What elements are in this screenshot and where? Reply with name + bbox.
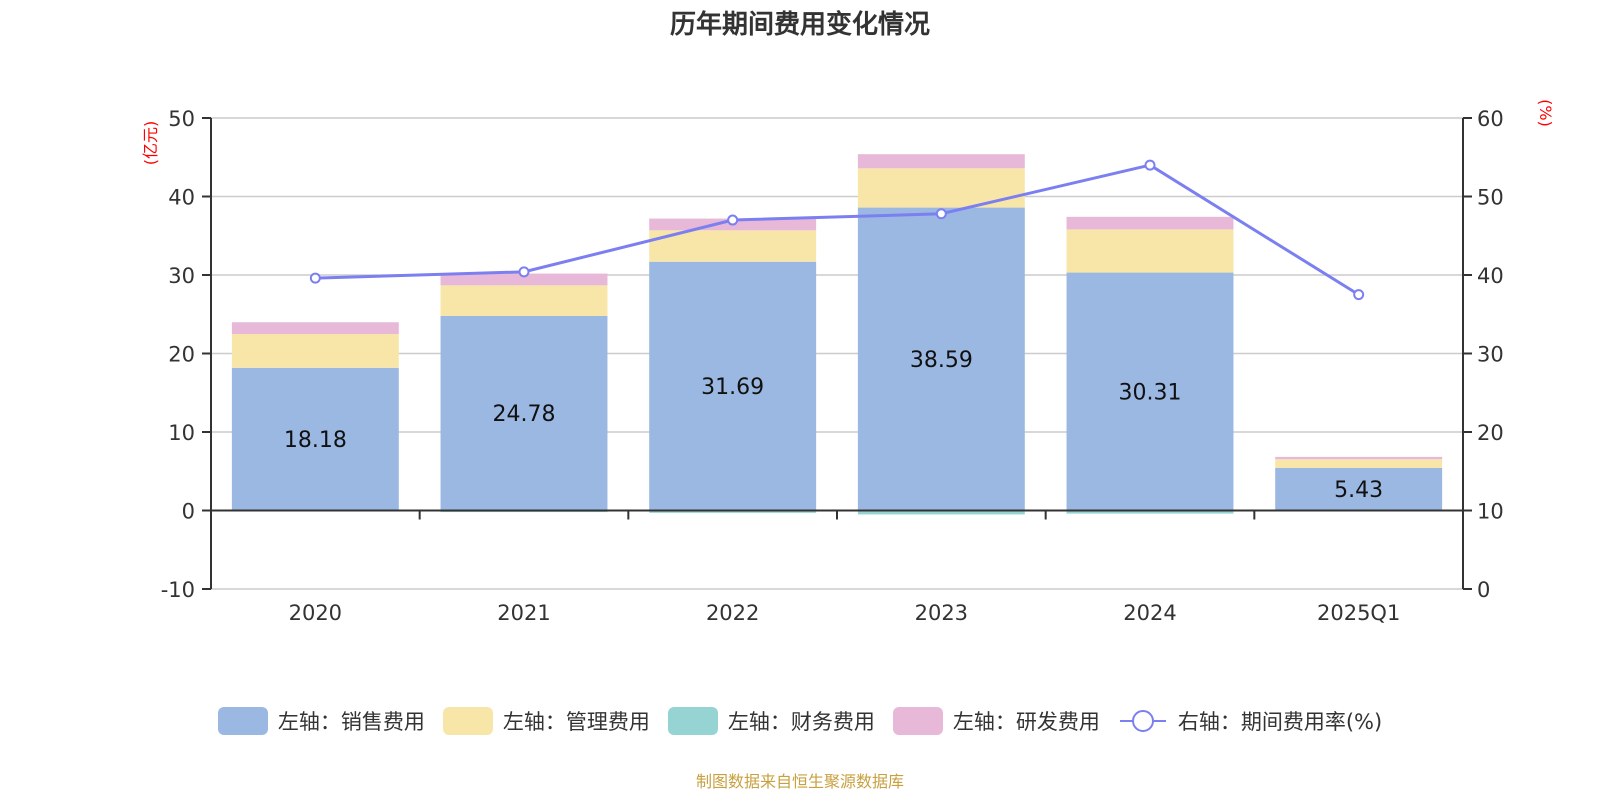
left-axis-tick-label: 0 [182,500,195,524]
bar-segment [1066,272,1234,511]
bar-segment [440,315,608,511]
bars-layer [231,154,1443,515]
expense-ratio-point [518,266,530,278]
x-axis-tick-label: 2021 [497,601,550,625]
expense-ratio-point [1144,159,1156,171]
chart-title: 历年期间费用变化情况 [669,10,930,40]
left-axis-tick-label: 40 [168,186,195,210]
right-axis-tick-label: 20 [1477,421,1504,445]
legend-line-marker-icon [1119,710,1166,732]
right-axis-tick-label: 60 [1477,107,1504,131]
bar-value-label: 30.31 [1119,381,1182,406]
left-axis-tick-label: 30 [168,264,195,288]
left-axis-tick-label: 10 [168,421,195,445]
expense-ratio-point [727,214,739,226]
legend-swatch-management [442,707,493,735]
x-axis-tick-label: 2023 [915,601,968,625]
left-axis-tick-label: -10 [161,578,195,602]
right-axis-tick-label: 50 [1477,186,1504,210]
x-axis-tick-label: 2025Q1 [1317,601,1400,625]
bar-segment [1066,229,1234,273]
bar-segment [440,285,608,316]
chart-canvas: -10 0 10 20 30 40 50 0 10 20 30 40 50 60 2020 2021 2022 2… [141,99,1555,625]
x-axis-tick-label: 2020 [289,601,342,625]
expense-ratio-point [935,208,947,220]
right-axis-tick-label: 40 [1477,264,1504,288]
x-axis-tick-label: 2022 [706,601,759,625]
left-axis-unit-label: (亿元) [141,121,160,166]
data-source-note: 制图数据来自恒生聚源数据库 [695,772,904,791]
left-axis-tick-label: 20 [168,343,195,367]
bar-segment [649,230,817,262]
bar-value-label: 31.69 [701,375,764,400]
line-layer [309,159,1365,301]
bar-segment [231,367,399,511]
labels-layer: -10 0 10 20 30 40 50 0 10 20 30 40 50 60 2020 2021 2022 2… [141,99,1555,625]
right-axis-tick-label: 0 [1477,578,1490,602]
bar-segment [649,510,817,513]
legend: 左轴：销售费用 左轴：管理费用 左轴：财务费用 左轴：研发费用 右轴：期间费用率… [0,706,1600,736]
expense-ratio-point [309,272,321,284]
legend-item-sales[interactable]: 左轴：销售费用 [217,706,425,736]
legend-label-expense-ratio: 右轴：期间费用率(%) [1177,710,1383,734]
bar-segment [857,510,1025,515]
legend-item-management[interactable]: 左轴：管理费用 [442,706,650,736]
x-axis-tick-label: 2024 [1123,601,1176,625]
bar-value-label: 38.59 [910,348,973,373]
legend-item-finance[interactable]: 左轴：财务费用 [667,706,875,736]
bar-value-label: 24.78 [493,402,556,427]
legend-label-sales: 左轴：销售费用 [277,710,425,734]
legend-label-rnd: 左轴：研发费用 [952,710,1100,734]
bar-segment [1066,510,1234,514]
legend-swatch-finance [667,707,718,735]
legend-label-management: 左轴：管理费用 [502,710,650,734]
bar-value-label: 18.18 [284,428,347,453]
right-axis-unit-label: (%) [1536,99,1555,127]
axes-layer [202,117,1472,590]
left-axis-tick-label: 50 [168,107,195,131]
bar-segment [1275,456,1443,460]
legend-item-rnd[interactable]: 左轴：研发费用 [892,706,1100,736]
legend-label-finance: 左轴：财务费用 [727,710,875,734]
right-axis-tick-label: 30 [1477,343,1504,367]
bar-segment [1275,467,1443,511]
bar-value-label: 5.43 [1334,478,1383,503]
bar-segment [1275,459,1443,468]
bar-segment [1066,216,1234,230]
legend-item-expense-ratio[interactable]: 右轴：期间费用率(%) [1118,706,1382,736]
bar-segment [857,154,1025,169]
bar-segment [649,261,817,511]
right-axis-tick-label: 10 [1477,500,1504,524]
expense-ratio-point [1353,289,1365,301]
bar-segment [440,273,608,286]
bar-segment [231,322,399,335]
bar-segment [231,334,399,368]
legend-swatch-sales [217,707,268,735]
expense-ratio-line [315,163,1360,296]
legend-swatch-rnd [892,707,943,735]
bar-segment [857,207,1025,511]
